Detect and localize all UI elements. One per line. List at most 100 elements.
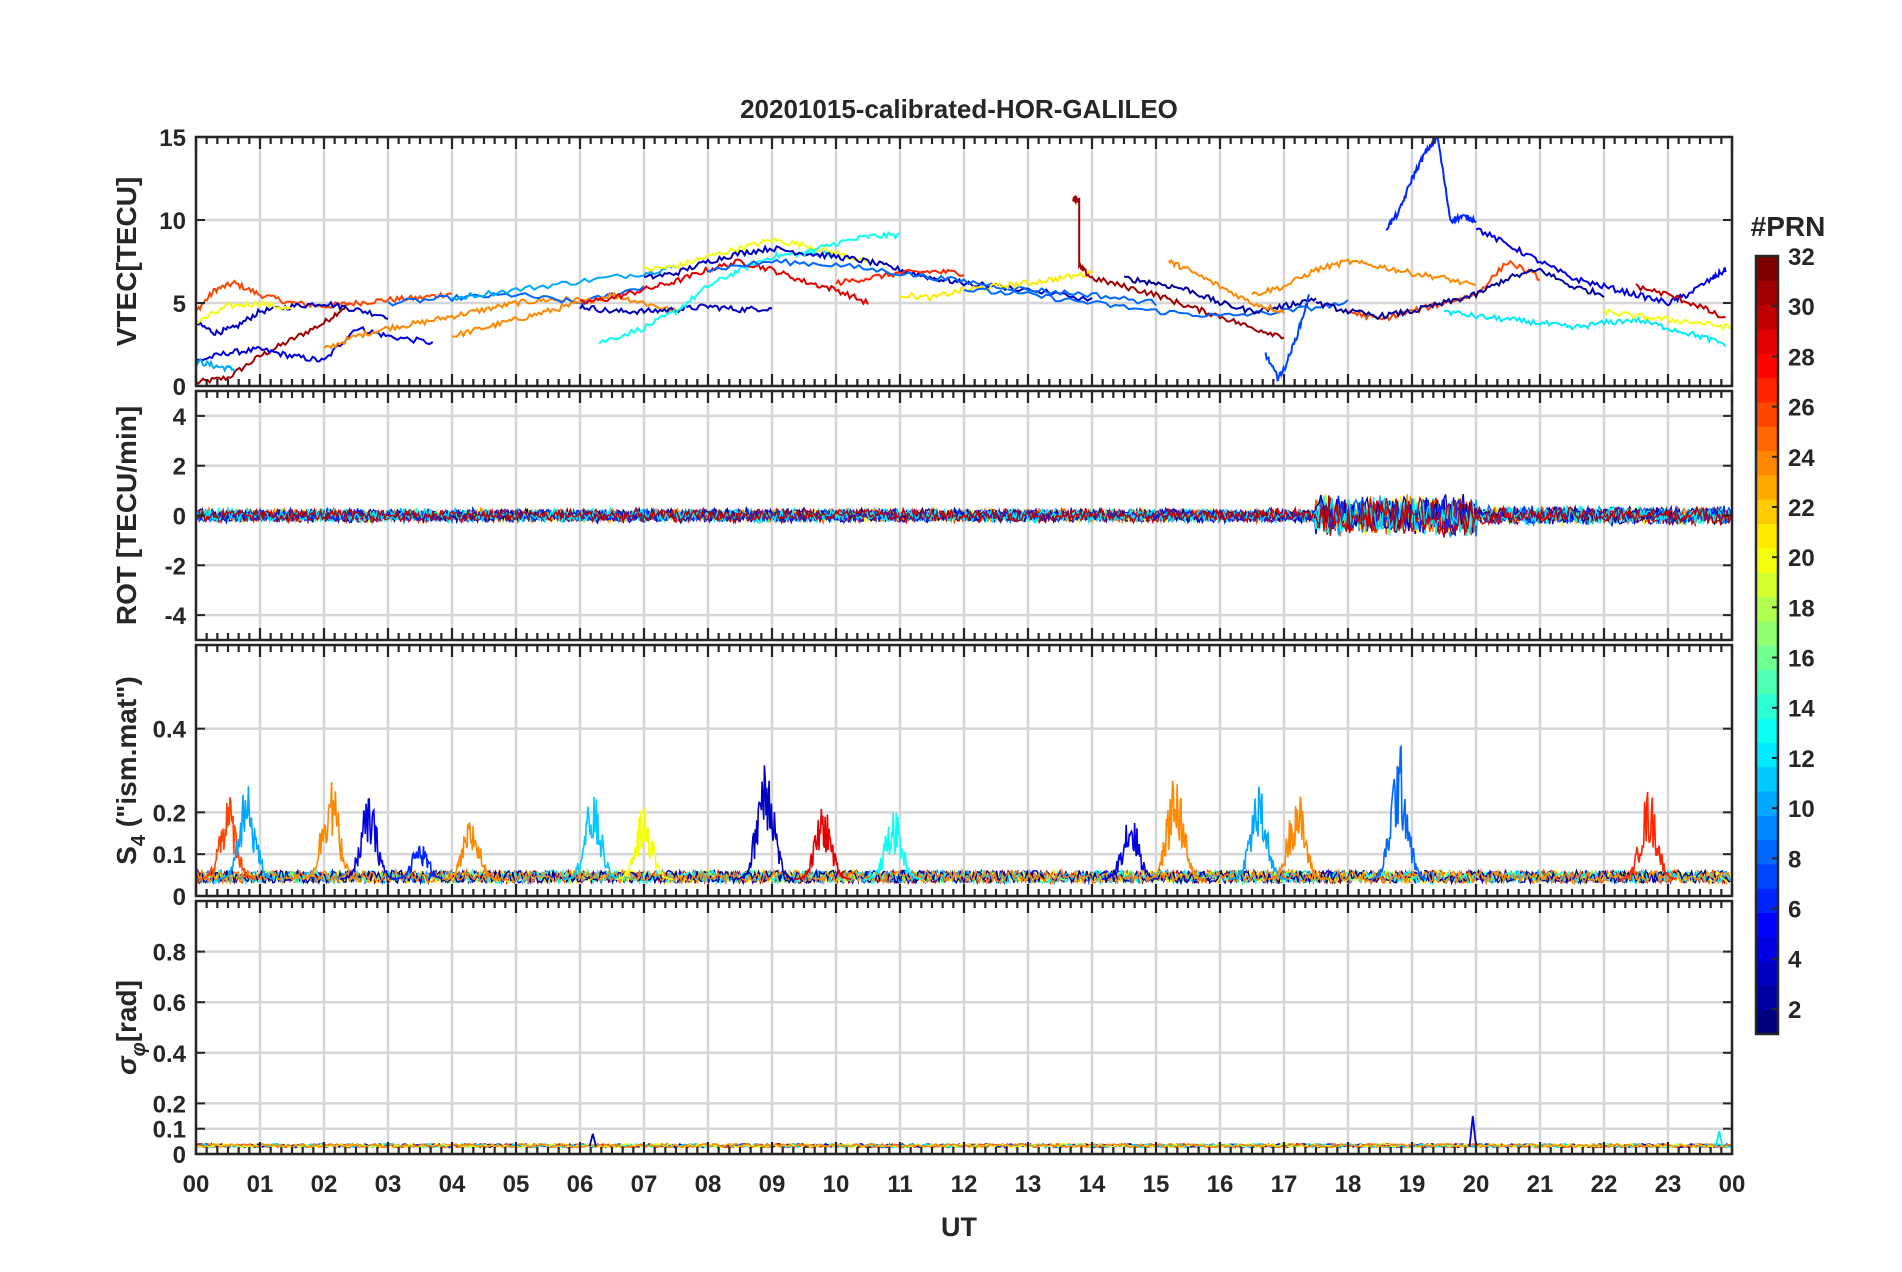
x-tick-label: 00: [1719, 1171, 1746, 1198]
colorbar-cell: [1756, 815, 1778, 841]
colorbar-cell: [1756, 353, 1778, 379]
colorbar-cell: [1756, 742, 1778, 768]
sigma-spike-prn-12: [1715, 1131, 1724, 1147]
colorbar-cell: [1756, 499, 1778, 525]
x-tick-label: 03: [375, 1171, 402, 1198]
colorbar-tick-label: 26: [1788, 395, 1815, 422]
colorbar-tick-label: 14: [1788, 696, 1815, 723]
colorbar-cell: [1756, 620, 1778, 646]
x-axis: 00 01 02 03 04 05 06 07 08 09 10 11 12 13 14 15 16 17 18 19…: [183, 1171, 1746, 1198]
y-tick-label: 0: [173, 884, 186, 911]
vtec-series-prn-4: [1475, 227, 1727, 307]
s4-peak-prn-8: [1370, 744, 1428, 880]
x-tick-label: 01: [247, 1171, 274, 1198]
colorbar-cell: [1756, 863, 1778, 889]
vtec-series-prn-4: [196, 325, 434, 363]
colorbar-tick-label: 10: [1788, 796, 1815, 823]
colorbar-cell: [1756, 426, 1778, 452]
s4-peak-prn-4: [1101, 822, 1159, 880]
y-label-suffix: [rad]: [111, 980, 142, 1042]
vtec-series-prn-8: [963, 287, 1349, 318]
x-tick-label: 10: [823, 1171, 850, 1198]
panel-2: -4 -2 0 2 4 ROT [TECU/min]: [111, 389, 1734, 642]
colorbar-cell: [1756, 401, 1778, 427]
colorbar-tick-label: 6: [1788, 897, 1801, 924]
s4-peak-prn-24: [1146, 780, 1204, 880]
s4-peak-prn-13: [864, 812, 922, 881]
s4-baseline-prn-24: [196, 867, 1731, 886]
sigma-spike-prn-3: [588, 1133, 597, 1147]
s4-peak-prn-24: [442, 822, 500, 880]
colorbar-tick-label: 32: [1788, 244, 1815, 271]
s4-peak-prn-27: [1619, 791, 1678, 880]
vtec-series-prn-21: [899, 268, 1093, 303]
colorbar-cell: [1756, 523, 1778, 549]
s4-peak-prn-10: [1229, 786, 1287, 880]
colorbar-cell: [1756, 645, 1778, 670]
vtec-series-prn-8: [707, 258, 1157, 307]
vtec-series-prn-20: [643, 236, 869, 272]
vtec-series-prn-10: [196, 358, 236, 373]
vtec-series-prn-20: [196, 299, 293, 324]
colorbar-cell: [1756, 766, 1778, 792]
colorbar-tick-label: 18: [1788, 595, 1815, 622]
x-tick-label: 15: [1143, 1171, 1170, 1198]
x-tick-label: 18: [1335, 1171, 1362, 1198]
s4-peak-prn-4: [340, 797, 398, 880]
x-tick-label: 06: [567, 1171, 594, 1198]
rot-series-prn-30: [196, 495, 1732, 538]
panel-4: 00.10.20.40.60.8σφ[rad]: [111, 899, 1734, 1169]
vtec-series-prn-2: [1315, 267, 1605, 321]
vtec-series-prn-31: [196, 302, 351, 385]
x-tick-label: 17: [1271, 1171, 1298, 1198]
y-tick-label: 10: [159, 208, 186, 235]
x-tick-label: 04: [439, 1171, 466, 1198]
y-label-suffix: ("ism.mat"): [111, 676, 142, 835]
vtec-series-prn-6: [1385, 137, 1477, 231]
colorbar-tick-label: 12: [1788, 746, 1815, 773]
colorbar-tick-label: 20: [1788, 545, 1815, 572]
vtec-series-prn-29: [579, 258, 869, 306]
panel-3: 00.10.20.4S4 ("ism.mat"): [111, 643, 1734, 911]
y-label-sub: φ: [128, 1042, 150, 1056]
colorbar-cell: [1756, 961, 1778, 986]
colorbar-frame: [1754, 254, 1780, 1036]
vtec-series-prn-24: [1251, 258, 1477, 297]
vtec-series-prn-3: [579, 303, 773, 316]
colorbar-cell: [1756, 450, 1778, 476]
y-axis-label: σφ[rad]: [111, 980, 150, 1075]
y-tick-label: 0: [173, 374, 186, 401]
x-tick-label: 20: [1463, 1171, 1490, 1198]
panel-1: 0 5 10 15 VTEC[TECU]: [111, 125, 1734, 401]
vtec-series-prn-7: [1264, 294, 1310, 382]
y-tick-label: 0.1: [153, 1117, 186, 1144]
colorbar-cell: [1756, 572, 1778, 597]
y-tick-label: -2: [165, 553, 186, 580]
colorbar-cell: [1756, 280, 1778, 306]
vtec-series-prn-27: [835, 268, 965, 287]
s4-peak-prn-24: [301, 781, 359, 880]
x-tick-label: 21: [1527, 1171, 1554, 1198]
colorbar-cell: [1756, 304, 1778, 330]
colorbar-tick-label: 28: [1788, 344, 1815, 371]
y-label-sub: 4: [128, 834, 150, 846]
s4-peak-prn-10: [218, 786, 276, 880]
colorbar-tick-label: 22: [1788, 495, 1815, 522]
sigma-spike-prn-4: [1468, 1115, 1477, 1147]
y-tick-label: 0.4: [153, 1041, 187, 1068]
colorbar-cell: [1756, 717, 1778, 743]
vtec-series-prn-2: [1123, 275, 1317, 315]
colorbar-cell: [1756, 693, 1778, 719]
colorbar-cell: [1756, 912, 1778, 938]
y-tick-label: 0.8: [153, 940, 186, 967]
vtec-series-prn-10: [451, 264, 677, 301]
x-tick-label: 09: [759, 1171, 786, 1198]
x-tick-label: 12: [951, 1171, 978, 1198]
vtec-series-prn-24: [451, 291, 677, 338]
vtec-series-prn-24: [323, 295, 581, 350]
colorbar-cell: [1756, 888, 1778, 914]
x-tick-label: 05: [503, 1171, 530, 1198]
s4-peak-prn-11: [563, 796, 622, 880]
